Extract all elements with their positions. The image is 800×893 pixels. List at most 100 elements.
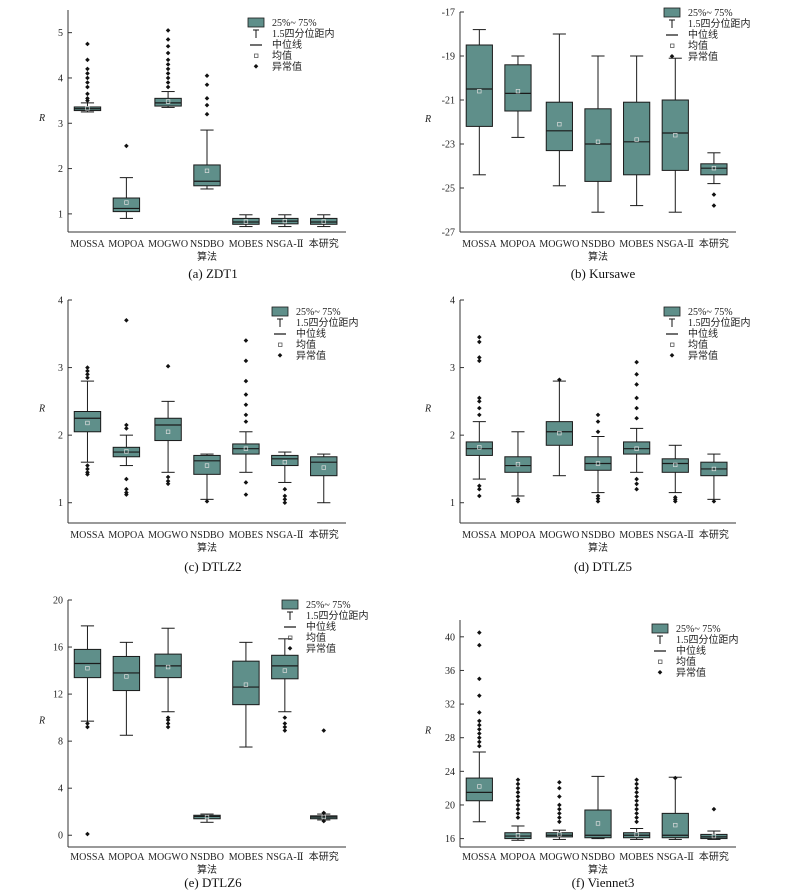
mean-marker <box>557 430 562 436</box>
box-3 <box>154 363 182 487</box>
box-7 <box>700 806 728 840</box>
mean-marker <box>204 168 210 173</box>
outlier-point <box>124 422 129 428</box>
outlier-point <box>243 492 249 497</box>
mean-marker <box>515 833 521 838</box>
outlier-point <box>85 463 90 468</box>
outlier-point <box>282 486 288 492</box>
box-4 <box>584 412 612 504</box>
y-tick-label: 3 <box>450 363 455 374</box>
mean-marker <box>124 674 129 679</box>
y-tick-label: -25 <box>442 184 455 195</box>
y-tick-label: 0 <box>58 831 63 842</box>
iqr-box <box>232 217 260 225</box>
outlier-point <box>165 481 171 487</box>
outlier-point <box>321 728 327 733</box>
legend-mean-swatch <box>288 635 293 640</box>
outlier-point <box>634 481 639 487</box>
box-4 <box>193 453 221 504</box>
box-3 <box>545 33 573 187</box>
legend-whisker-label: 1.5四分位距内 <box>688 17 751 30</box>
mean-marker <box>477 89 482 94</box>
mean-marker <box>673 133 678 138</box>
y-tick-label: 16 <box>445 834 455 845</box>
outlier-point <box>557 819 562 825</box>
legend-outlier-swatch <box>657 670 663 675</box>
outlier-point <box>711 203 717 208</box>
outlier-point <box>243 378 249 384</box>
outlier-point <box>243 338 249 343</box>
subfigure-caption: (d) DTLZ5 <box>574 559 632 574</box>
iqr-box <box>112 197 141 213</box>
mean-marker <box>165 429 171 434</box>
mean-marker <box>477 784 482 789</box>
chart-panel-2: -27 -25 -23 -21 -19 -17 R MOSSA MOPOA MOGWO NSDBO M… <box>424 8 751 282</box>
outlier-point <box>85 372 90 377</box>
outlier-point <box>282 715 288 720</box>
x-tick-label: MOBES <box>619 852 653 863</box>
legend-whisker-label: 1.5四分位距内 <box>296 316 359 329</box>
outlier-point <box>634 815 639 820</box>
outlier-point <box>243 358 249 364</box>
y-tick-label: 1 <box>58 209 63 220</box>
mean-marker <box>477 445 482 450</box>
y-axis-label: R <box>424 404 431 415</box>
outlier-point <box>595 499 601 504</box>
y-tick-label: 4 <box>58 73 63 84</box>
outlier-point <box>165 66 171 72</box>
outlier-point <box>85 75 90 81</box>
outlier-point <box>282 497 288 502</box>
mean-marker <box>243 219 249 224</box>
x-tick-label: MOPOA <box>500 530 537 541</box>
box-5 <box>623 777 651 840</box>
outlier-point <box>282 500 288 506</box>
iqr-box <box>193 164 221 187</box>
box-6 <box>661 775 689 840</box>
outlier-point <box>282 724 288 730</box>
outlier-point <box>477 731 482 736</box>
outlier-point <box>165 80 171 85</box>
x-axis-title: 算法 <box>588 863 608 876</box>
outlier-point <box>477 739 482 745</box>
x-tick-label: MOSSA <box>70 239 105 250</box>
outlier-point <box>672 495 678 500</box>
box-6 <box>271 638 299 733</box>
box-7 <box>310 214 338 228</box>
legend-outlier-swatch <box>669 54 675 59</box>
x-tick-label: MOBES <box>229 530 263 541</box>
outlier-point <box>477 339 482 345</box>
outlier-point <box>477 676 482 682</box>
outlier-point <box>85 80 90 85</box>
outlier-point <box>85 91 90 97</box>
mean-marker <box>124 200 129 205</box>
x-tick-label: 本研究 <box>309 528 339 541</box>
x-tick-label: MOGWO <box>539 530 579 541</box>
box-6 <box>661 444 689 504</box>
x-axis-title: 算法 <box>197 863 217 876</box>
box-1 <box>73 41 102 113</box>
outlier-point <box>165 43 171 49</box>
box-7 <box>700 152 728 208</box>
legend-iqr-label: 25%~ 75% <box>306 600 351 611</box>
mean-marker <box>85 106 90 111</box>
outlier-point <box>243 419 249 424</box>
outlier-point <box>124 426 129 431</box>
outlier-point <box>165 478 171 484</box>
x-tick-label: MOBES <box>619 530 653 541</box>
x-tick-label: 本研究 <box>309 237 339 250</box>
outlier-point <box>634 372 639 377</box>
legend-iqr-swatch <box>663 306 681 317</box>
x-tick-label: NSDBO <box>190 530 224 541</box>
y-tick-label: 4 <box>450 296 455 307</box>
iqr-box <box>465 777 493 802</box>
chart-panel-3: 1 2 3 4 R MOSSA MOPOA MOGWO NSDBO MOBES NSGA-Ⅱ 本研究算… <box>38 296 359 575</box>
outlier-point <box>634 790 639 795</box>
outlier-point <box>124 143 129 149</box>
y-tick-label: -27 <box>442 228 455 239</box>
mean-marker <box>243 682 249 687</box>
legend-outlier-label: 异常值 <box>272 60 302 73</box>
